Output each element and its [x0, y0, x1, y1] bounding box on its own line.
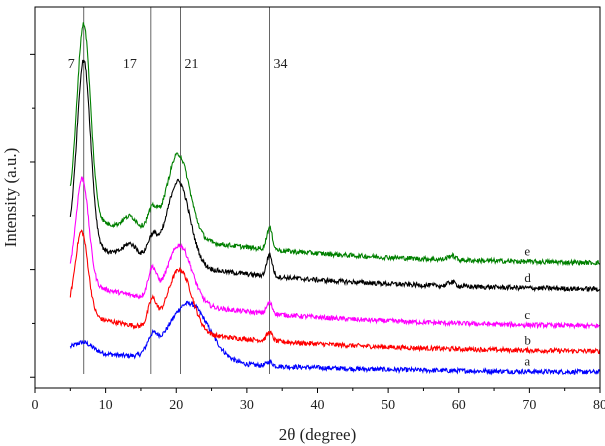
series-label-e: e [524, 244, 530, 259]
reference-line-label: 34 [273, 57, 287, 72]
x-tick-label: 40 [311, 398, 325, 413]
x-tick-label: 10 [99, 398, 113, 413]
series-labels: abc de [524, 244, 531, 369]
series-label-c: c [524, 307, 530, 322]
reference-line-label: 7 [68, 57, 75, 72]
series-line-e [69, 22, 601, 267]
x-tick-label: 30 [240, 398, 254, 413]
x-tick-label: 80 [593, 398, 605, 413]
x-axis-title: 2θ (degree) [279, 425, 357, 444]
y-axis-ticks [30, 53, 35, 378]
plot-frame [34, 6, 601, 389]
series-layer [69, 22, 601, 376]
x-tick-label: 0 [32, 398, 39, 413]
reference-line-labels: 7 17 21 34 [68, 57, 288, 72]
y-axis-title: Intensity (a.u.) [1, 148, 20, 248]
reference-line-label: 21 [184, 57, 198, 72]
series-line-c [69, 176, 600, 330]
x-tick-label: 70 [522, 398, 536, 413]
x-axis-ticks: 0 10 20 30 40 50 60 70 80 [32, 388, 605, 413]
series-line-b [69, 229, 601, 355]
x-tick-label: 50 [381, 398, 395, 413]
series-label-d: d [524, 270, 531, 285]
series-label-a: a [524, 353, 530, 368]
x-tick-label: 60 [452, 398, 466, 413]
series-line-d [69, 59, 600, 293]
series-label-b: b [524, 332, 531, 347]
reference-lines [83, 7, 270, 374]
reference-line-label: 17 [123, 57, 137, 72]
series-line-a [69, 300, 601, 376]
x-tick-label: 20 [169, 398, 183, 413]
